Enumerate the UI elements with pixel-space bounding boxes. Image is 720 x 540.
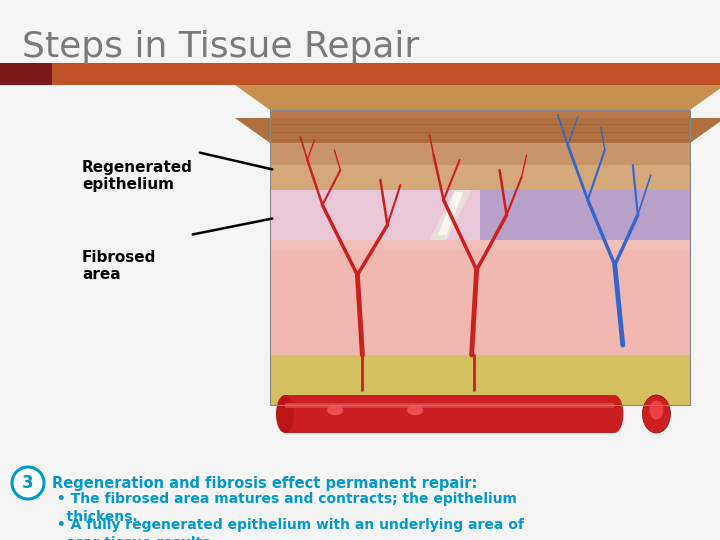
Bar bbox=[285, 395, 614, 433]
Polygon shape bbox=[438, 192, 463, 235]
Bar bbox=[270, 110, 690, 405]
Circle shape bbox=[12, 467, 44, 499]
Bar bbox=[270, 250, 690, 355]
Text: • A fully regenerated epithelium with an underlying area of
   scar tissue resul: • A fully regenerated epithelium with an… bbox=[52, 518, 524, 540]
Polygon shape bbox=[235, 85, 720, 110]
Bar bbox=[270, 350, 690, 405]
Ellipse shape bbox=[642, 395, 670, 433]
Bar bbox=[270, 110, 690, 143]
Text: 3: 3 bbox=[22, 474, 34, 492]
Ellipse shape bbox=[407, 405, 423, 415]
Text: • The fibrosed area matures and contracts; the epithelium
   thickens.: • The fibrosed area matures and contract… bbox=[52, 492, 517, 524]
Polygon shape bbox=[430, 190, 472, 240]
Bar bbox=[270, 143, 690, 165]
Text: Steps in Tissue Repair: Steps in Tissue Repair bbox=[22, 30, 419, 64]
Ellipse shape bbox=[276, 395, 294, 433]
Ellipse shape bbox=[649, 401, 663, 420]
Bar bbox=[480, 190, 690, 240]
Bar bbox=[270, 160, 690, 190]
Text: Regenerated
epithelium: Regenerated epithelium bbox=[82, 160, 193, 192]
Bar bbox=[585, 160, 690, 190]
Bar bbox=[270, 170, 690, 405]
Bar bbox=[52, 63, 720, 85]
Bar bbox=[285, 403, 614, 408]
Ellipse shape bbox=[327, 405, 343, 415]
Bar bbox=[0, 63, 52, 85]
Polygon shape bbox=[235, 118, 720, 143]
Text: Fibrosed
area: Fibrosed area bbox=[82, 250, 156, 282]
Text: Regeneration and fibrosis effect permanent repair:: Regeneration and fibrosis effect permane… bbox=[52, 476, 477, 491]
Bar bbox=[270, 190, 690, 240]
Ellipse shape bbox=[606, 395, 624, 433]
